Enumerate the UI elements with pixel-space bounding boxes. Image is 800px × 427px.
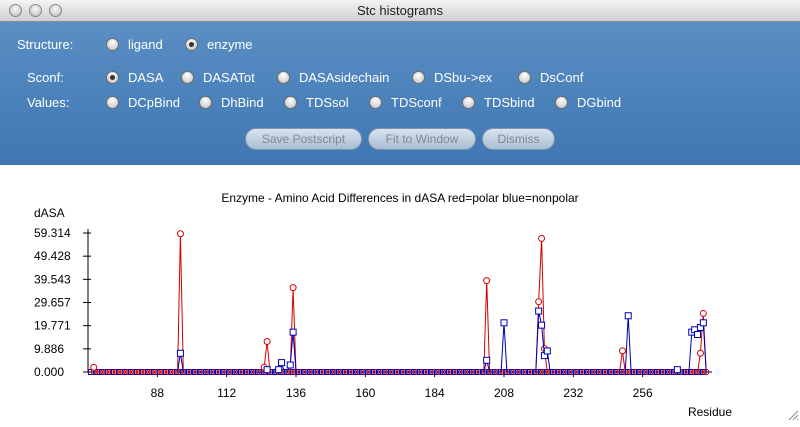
radio-dgbind[interactable] (555, 96, 568, 109)
data-point-nonpolar (624, 312, 632, 320)
data-point-nonpolar (278, 359, 286, 367)
x-tick-label: 160 (355, 386, 375, 400)
data-point-polar (176, 230, 184, 238)
radio-dhbind-label: DhBind (221, 95, 264, 110)
x-tick-label: 256 (633, 386, 653, 400)
y-tick-label: 39.543 (34, 272, 71, 286)
radio-dsbu-ex[interactable] (412, 71, 425, 84)
data-point-nonpolar (538, 321, 546, 329)
radio-dasatot-label: DASATot (203, 70, 255, 85)
radio-dasa[interactable] (106, 71, 119, 84)
data-point-nonpolar (500, 319, 508, 327)
radio-tdsconf-label: TDSconf (391, 95, 442, 110)
data-point-nonpolar (286, 361, 294, 369)
series-line-polar (90, 233, 707, 373)
data-point-polar (696, 349, 704, 357)
radio-tdsconf[interactable] (369, 96, 382, 109)
radio-tdssol[interactable] (284, 96, 297, 109)
zoom-button[interactable] (49, 4, 62, 17)
values-label: Values: (27, 95, 70, 110)
save-postscript-button[interactable]: Save Postscript (245, 128, 362, 150)
chart-title: Enzyme - Amino Acid Differences in dASA … (221, 191, 578, 205)
radio-dcpbind[interactable] (106, 96, 119, 109)
data-point-polar (699, 309, 707, 317)
y-axis-label: dASA (34, 206, 65, 220)
x-tick-label: 232 (563, 386, 583, 400)
baseline-point (87, 369, 94, 375)
radio-dasasidechain-label: DASAsidechain (299, 70, 390, 85)
radio-enzyme[interactable] (185, 38, 198, 51)
radio-tdsbind[interactable] (462, 96, 475, 109)
close-button[interactable] (9, 4, 22, 17)
data-point-polar (90, 363, 98, 371)
data-point-polar (263, 338, 271, 346)
histogram-chart: Enzyme - Amino Acid Differences in dASA … (34, 191, 732, 419)
x-axis-label: Residue (688, 405, 732, 419)
y-tick-label: 9.886 (34, 342, 64, 356)
data-point-polar (289, 284, 297, 292)
structure-label: Structure: (17, 37, 74, 52)
data-point-polar (618, 347, 626, 355)
radio-dgbind-label: DGbind (577, 95, 622, 110)
radio-dsbu-ex-label: DSbu->ex (434, 70, 493, 85)
radio-ligand[interactable] (106, 38, 119, 51)
radio-dsconf-label: DsConf (540, 70, 584, 85)
baseline-point (538, 369, 545, 375)
data-point-polar (535, 298, 543, 306)
y-tick-label: 19.771 (34, 319, 71, 333)
y-tick-label: 29.657 (34, 296, 71, 310)
y-tick-label: 59.314 (34, 226, 71, 240)
y-tick-label: 49.428 (34, 249, 71, 263)
x-tick-label: 112 (217, 386, 236, 400)
radio-dsconf[interactable] (518, 71, 531, 84)
resize-grip-icon[interactable] (787, 409, 799, 421)
data-point-nonpolar (543, 347, 551, 355)
data-point-nonpolar (535, 307, 543, 315)
window-title: Stc histograms (357, 3, 443, 18)
data-point-nonpolar (289, 328, 297, 336)
data-point-nonpolar (699, 319, 707, 327)
radio-dasatot[interactable] (181, 71, 194, 84)
radio-ligand-label: ligand (128, 37, 163, 52)
title-bar: Stc histograms (0, 0, 800, 22)
data-point-polar (483, 277, 491, 285)
x-tick-label: 208 (494, 386, 514, 400)
radio-dcpbind-label: DCpBind (128, 95, 181, 110)
data-point-nonpolar (176, 349, 184, 357)
radio-enzyme-label: enzyme (207, 37, 253, 52)
x-tick-label: 136 (286, 386, 306, 400)
dismiss-button[interactable]: Dismiss (482, 128, 555, 150)
radio-dhbind[interactable] (199, 96, 212, 109)
radio-dasa-label: DASA (128, 70, 164, 85)
data-point-nonpolar (483, 356, 491, 364)
radio-tdsbind-label: TDSbind (484, 95, 535, 110)
data-point-nonpolar (694, 331, 702, 339)
x-tick-label: 88 (151, 386, 165, 400)
radio-dasasidechain[interactable] (277, 71, 290, 84)
data-point-polar (538, 234, 546, 242)
radio-tdssol-label: TDSsol (306, 95, 349, 110)
series-line-nonpolar (177, 310, 707, 373)
data-point-nonpolar (673, 366, 681, 374)
x-tick-label: 184 (425, 386, 445, 400)
y-tick-label: 0.000 (34, 365, 64, 379)
sconf-label: Sconf: (27, 70, 64, 85)
plot-area: Enzyme - Amino Acid Differences in dASA … (0, 165, 800, 422)
data-point-nonpolar (263, 366, 271, 374)
minimize-button[interactable] (29, 4, 42, 17)
fit-to-window-button[interactable]: Fit to Window (368, 128, 476, 150)
data-point-nonpolar (275, 366, 283, 374)
controls-panel: Structure: ligand enzyme Sconf: DASA DAS… (0, 22, 800, 165)
